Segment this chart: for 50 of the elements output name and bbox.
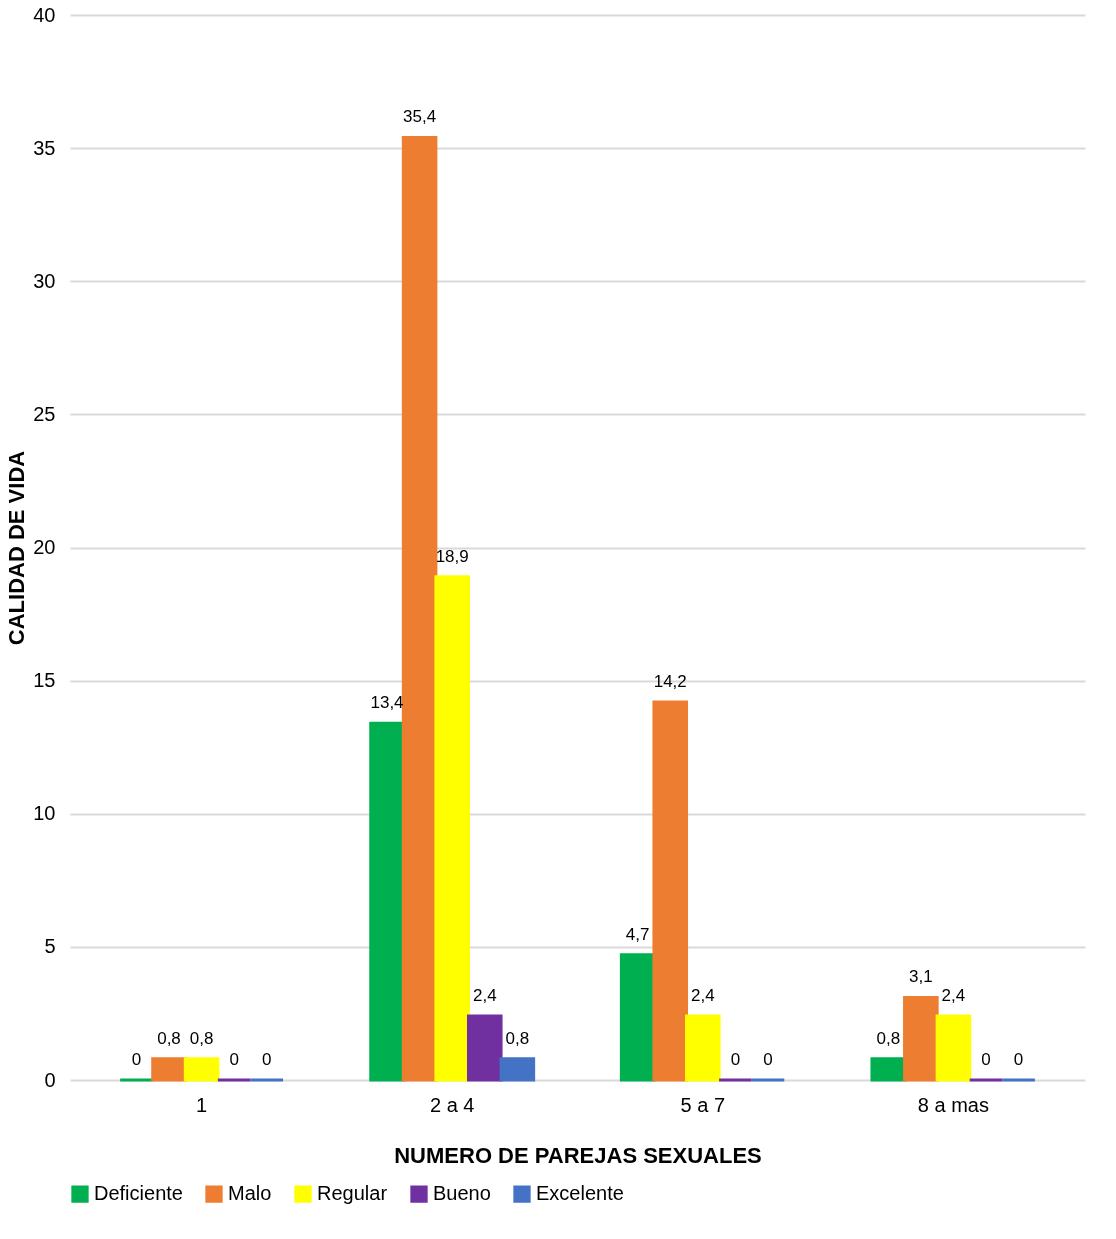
bar (935, 1014, 972, 1082)
data-label: 0 (262, 1050, 272, 1069)
y-tick-label: 5 (44, 935, 56, 958)
y-tick-label: 35 (33, 136, 56, 159)
x-tick-label: 5 a 7 (680, 1093, 726, 1116)
y-tick-label: 40 (33, 3, 56, 26)
bar (369, 721, 405, 1082)
data-label: 0 (730, 1050, 741, 1069)
legend-label: Malo (228, 1182, 272, 1205)
bar (499, 1057, 536, 1082)
bar (685, 1014, 721, 1082)
y-tick-label: 15 (33, 669, 56, 692)
data-label: 4,7 (625, 924, 650, 944)
data-label: 0 (763, 1050, 773, 1069)
x-axis-title: NUMERO DE PAREJAS SEXUALES (394, 1142, 762, 1168)
y-axis-title: CALIDAD DE VIDA (4, 450, 30, 646)
x-tick-label: 8 a mas (917, 1093, 989, 1116)
data-label: 0,8 (189, 1028, 214, 1048)
data-label: 18,9 (435, 546, 469, 566)
data-label: 0 (981, 1050, 991, 1069)
data-label: 0 (131, 1050, 142, 1069)
data-label: 2,4 (690, 986, 715, 1006)
x-tick-label: 2 a 4 (429, 1093, 475, 1116)
x-tick-label: 1 (196, 1093, 208, 1116)
data-label: 0,8 (876, 1028, 901, 1048)
bar (434, 575, 470, 1082)
bar (183, 1057, 220, 1082)
bar (903, 995, 939, 1082)
legend-label: Regular (317, 1182, 388, 1205)
data-label: 14,2 (653, 671, 687, 691)
bar (466, 1014, 503, 1082)
data-label: 35,4 (403, 107, 437, 127)
legend-label: Excelente (536, 1182, 624, 1205)
data-label: 0,8 (157, 1028, 181, 1048)
bar (151, 1057, 187, 1082)
data-label: 2,4 (472, 986, 497, 1006)
data-label: 0 (1013, 1050, 1024, 1069)
data-label: 3,1 (909, 967, 933, 987)
y-tick-label: 30 (33, 269, 56, 292)
legend-label: Bueno (433, 1182, 491, 1205)
bar (401, 135, 438, 1082)
y-tick-label: 10 (33, 802, 56, 825)
data-label: 0,8 (505, 1028, 530, 1048)
y-tick-label: 25 (33, 402, 56, 425)
data-label: 2,4 (941, 986, 966, 1006)
bar (652, 700, 689, 1082)
y-tick-label: 0 (44, 1068, 56, 1091)
y-tick-label: 20 (33, 536, 56, 558)
data-label: 0 (229, 1050, 239, 1069)
legend-label: Deficiente (94, 1182, 183, 1205)
